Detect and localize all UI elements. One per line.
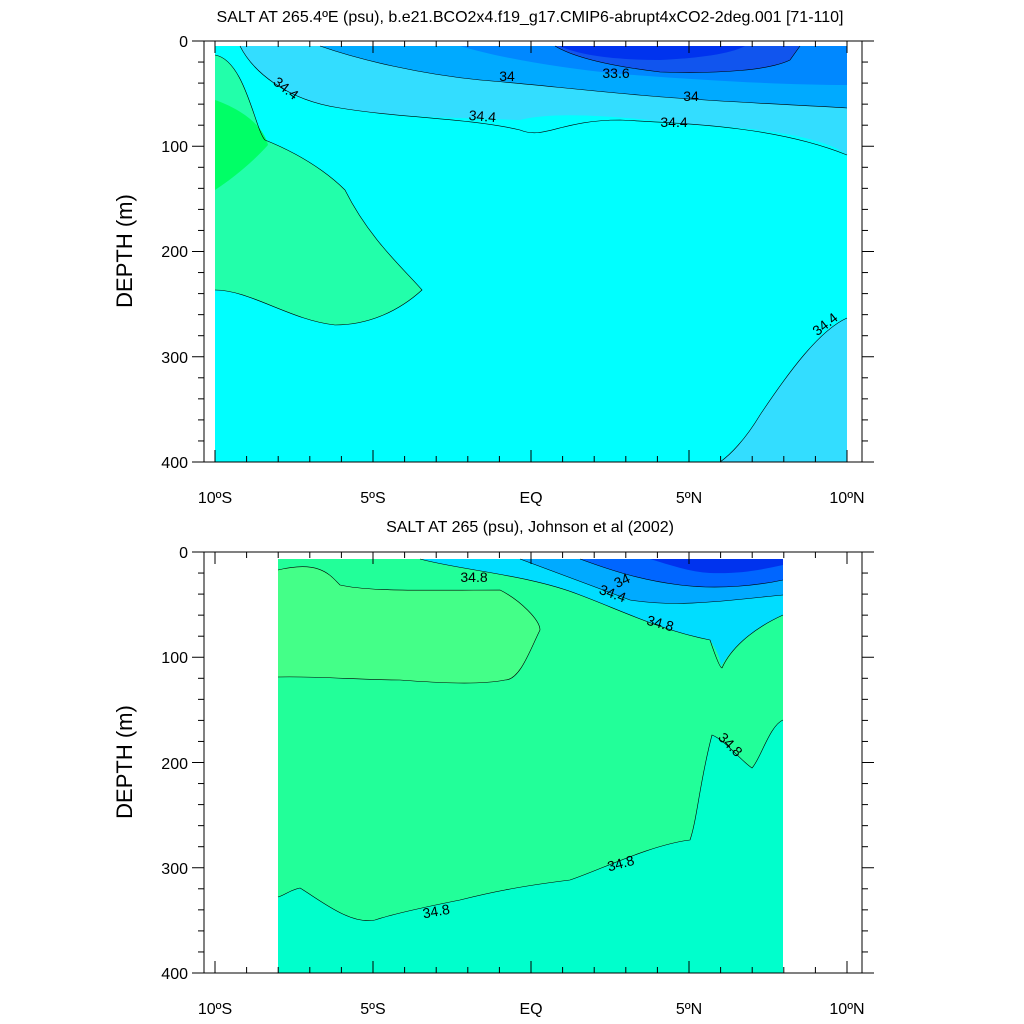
top-y-axis-label: DEPTH (m): [112, 194, 137, 308]
bottom-y-tick-label: 300: [161, 861, 188, 878]
top-fill-mid-lower-right: [720, 318, 847, 462]
bottom-y-tick-labels: 0 100 200 300 400: [161, 545, 188, 983]
top-contour-label: 33.6: [602, 65, 629, 81]
top-contour-lines: [214, 45, 848, 463]
top-contour-34-4: [239, 45, 848, 156]
bottom-x-tick-label: 5ºS: [360, 1001, 385, 1018]
bottom-contour-34-8-lower: [277, 719, 784, 921]
top-fill-33-4: [560, 46, 745, 60]
bottom-y-tick-label: 200: [161, 756, 188, 773]
bottom-y-tick-label: 400: [161, 966, 188, 983]
top-x-tick-label: 10ºN: [829, 490, 864, 507]
bottom-contour-34: [579, 558, 784, 588]
bottom-contour-label: 34: [611, 570, 632, 591]
top-contour-34-4-left: [214, 54, 423, 326]
top-panel: SALT AT 265.4ºE (psu), b.e21.BCO2x4.f19_…: [112, 9, 874, 507]
top-contour-label: 34: [499, 68, 515, 84]
bottom-contour-label: 34.8: [645, 612, 676, 635]
bottom-x-tick-labels: 10ºS 5ºS EQ 5ºN 10ºN: [198, 1001, 865, 1018]
top-contour-34-4-right: [719, 317, 848, 463]
bottom-contour-label: 34.8: [605, 852, 636, 875]
bottom-contour-lines: [277, 558, 784, 921]
bottom-contour-34-8-upper: [419, 558, 784, 669]
bottom-x-tick-label: 10ºN: [829, 1001, 864, 1018]
bottom-y-tick-label: 0: [179, 545, 188, 562]
bottom-contour-label: 34.8: [460, 569, 487, 585]
top-chart-title: SALT AT 265.4ºE (psu), b.e21.BCO2x4.f19_…: [217, 9, 844, 26]
bottom-panel: SALT AT 265 (psu), Johnson et al (2002) …: [112, 519, 874, 1018]
top-ticks: [192, 40, 874, 463]
top-x-tick-labels: 10ºS 5ºS EQ 5ºN 10ºN: [198, 490, 865, 507]
bottom-contour-label: 34.8: [421, 901, 451, 922]
top-y-tick-label: 100: [161, 139, 188, 156]
top-fill-high-core: [215, 100, 268, 190]
bottom-x-tick-label: 5ºN: [676, 1001, 702, 1018]
bottom-contour-34-8-core: [277, 566, 541, 684]
bottom-y-tick-label: 100: [161, 650, 188, 667]
top-y-tick-label: 300: [161, 350, 188, 367]
top-contour-label: 34.4: [468, 107, 497, 125]
top-x-tick-label: 5ºS: [360, 490, 385, 507]
top-y-tick-label: 0: [179, 34, 188, 51]
top-contour-fills: [215, 46, 847, 462]
bottom-ticks: [192, 551, 874, 974]
top-y-tick-label: 200: [161, 244, 188, 261]
bottom-y-axis-label: DEPTH (m): [112, 705, 137, 819]
top-x-tick-label: 5ºN: [676, 490, 702, 507]
bottom-x-tick-label: 10ºS: [198, 1001, 232, 1018]
top-contour-label: 34: [683, 88, 699, 104]
bottom-fill-33-6: [650, 559, 783, 574]
top-fill-high-left: [215, 55, 422, 325]
top-contour-label: 34.4: [660, 114, 687, 130]
top-x-tick-label: 10ºS: [198, 490, 232, 507]
bottom-x-tick-label: EQ: [519, 1001, 542, 1018]
bottom-contour-34-4: [519, 558, 784, 604]
bottom-contour-fills: [278, 559, 783, 973]
top-y-tick-label: 400: [161, 455, 188, 472]
top-contour-33-6: [554, 45, 801, 73]
bottom-chart-title: SALT AT 265 (psu), Johnson et al (2002): [386, 519, 674, 536]
top-y-tick-labels: 0 100 200 300 400: [161, 34, 188, 472]
bottom-fill-high-upper: [278, 566, 540, 684]
top-contour-34: [319, 45, 848, 109]
top-x-tick-label: EQ: [519, 490, 542, 507]
